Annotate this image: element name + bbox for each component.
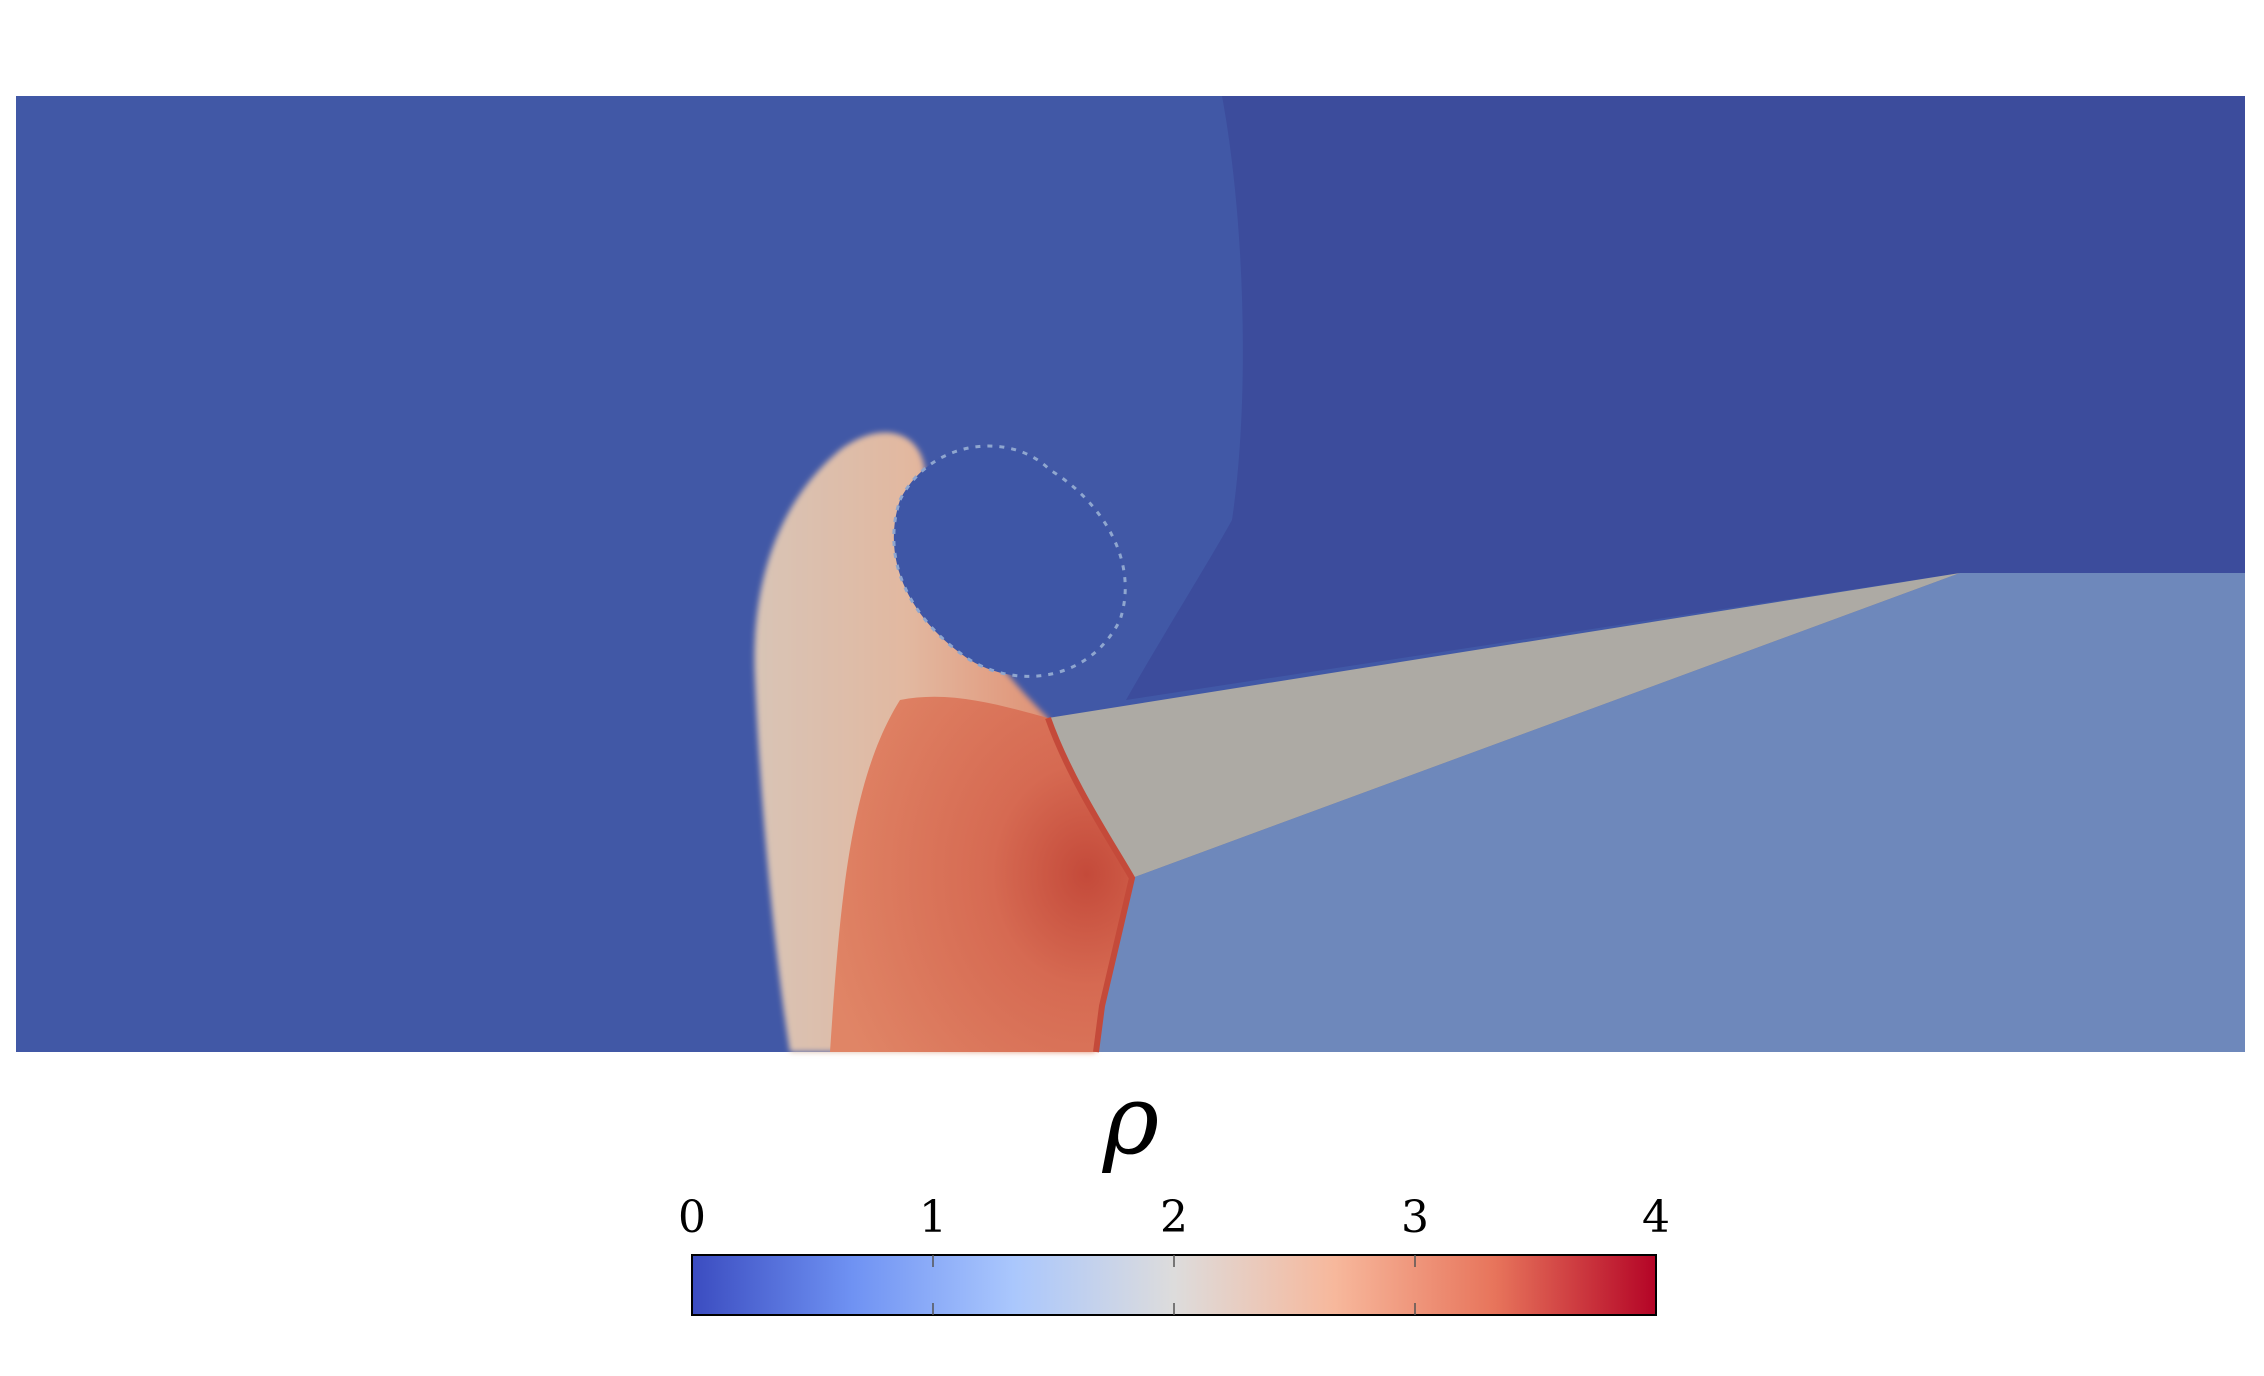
- region-shear-layer: [1048, 573, 1960, 878]
- colorbar-tick-label: 3: [1401, 1192, 1429, 1243]
- colorbar-title: ρ: [1102, 1064, 1160, 1176]
- density-field: [16, 96, 2245, 1053]
- colorbar-tick-label: 2: [1160, 1192, 1188, 1243]
- region-upper-right: [1126, 96, 2245, 700]
- colorbar-tick-label: 0: [678, 1192, 706, 1243]
- colorbar-tick-label: 4: [1642, 1192, 1670, 1243]
- region-lower-right: [1096, 573, 2245, 1052]
- region-vortex-core: [892, 444, 1127, 678]
- region-compressed: [830, 696, 1132, 1052]
- colorbar-tick-label: 1: [919, 1192, 947, 1243]
- shock-front: [1045, 716, 1136, 1053]
- colorbar: [691, 1254, 1657, 1316]
